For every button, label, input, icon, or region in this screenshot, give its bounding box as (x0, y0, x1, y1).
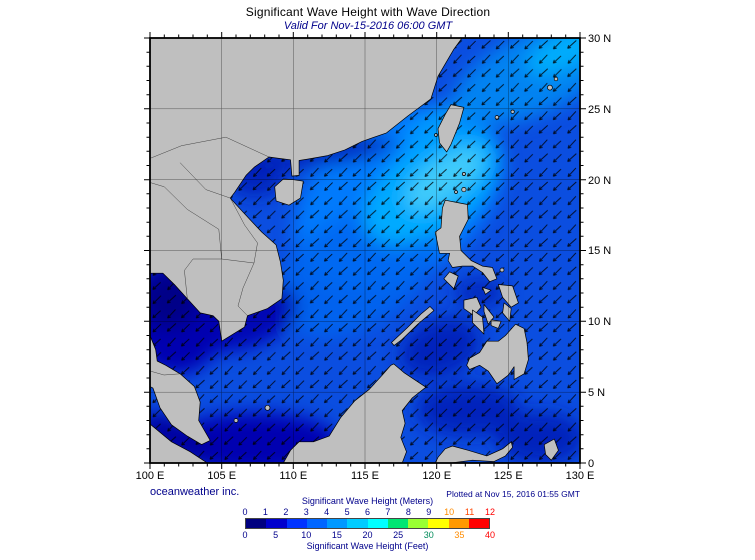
lon-label-120e: 120 E (422, 470, 452, 482)
country-borders (150, 136, 270, 376)
colorbar-legend: Significant Wave Height (Meters) 0 1 2 3… (242, 496, 495, 552)
colorbar-cell (408, 519, 429, 528)
meters-tick: 12 (484, 507, 496, 517)
land-malay-peninsula (150, 335, 211, 445)
feet-tick: 20 (362, 530, 373, 540)
colorbar-cell (266, 519, 287, 528)
legend-title-feet: Significant Wave Height (Feet) (306, 541, 429, 551)
feet-tick: 35 (454, 530, 465, 540)
island-mindanao (466, 323, 529, 385)
lat-label-5n: 5 N (588, 387, 606, 399)
lat-label-30n: 30 N (588, 33, 612, 45)
meters-tick: 1 (262, 507, 268, 517)
map-frame (149, 37, 581, 464)
island-negros (472, 309, 485, 335)
island-halmahera (543, 438, 559, 461)
feet-tick: 10 (301, 530, 312, 540)
island-taiwan (437, 104, 465, 153)
colorbar-cell (367, 519, 388, 528)
meters-tick: 3 (303, 507, 309, 517)
colorbar-cell (246, 519, 267, 528)
island-luzon (434, 199, 498, 283)
meters-tick: 7 (385, 507, 391, 517)
grid-lines (150, 38, 580, 463)
plotted-timestamp: Plotted at Nov 15, 2016 01:55 GMT (446, 489, 580, 499)
meters-tick-row: 0 1 2 3 4 5 6 7 8 9 10 11 12 (242, 507, 495, 518)
feet-tick: 0 (242, 530, 248, 540)
meters-tick: 10 (444, 507, 455, 517)
degree-ticks (144, 32, 586, 469)
page-title: Significant Wave Height with Wave Direct… (245, 5, 491, 19)
island-panay (463, 296, 482, 317)
colorbar (245, 518, 490, 529)
colorbar-cell (428, 519, 449, 528)
credit-text: oceanweather inc. (150, 486, 240, 498)
meters-tick: 0 (242, 507, 248, 517)
meters-tick: 11 (464, 507, 475, 517)
lon-label-130e: 130 E (565, 470, 595, 482)
feet-tick: 25 (393, 530, 404, 540)
lat-label-25n: 25 N (588, 104, 612, 116)
island-borneo (282, 363, 427, 463)
lon-label-115e: 115 E (351, 470, 379, 482)
lat-label-15n: 15 N (588, 245, 612, 257)
feet-tick: 5 (273, 530, 279, 540)
feet-tick: 40 (484, 530, 496, 540)
lon-label-100e: 100 E (135, 470, 165, 482)
small-islands (233, 76, 559, 423)
island-bohol (490, 319, 502, 329)
meters-tick: 8 (405, 507, 411, 517)
island-mindoro (443, 271, 459, 290)
colorbar-cell (327, 519, 348, 528)
wave-map (144, 32, 586, 469)
lat-label-10n: 10 N (588, 316, 612, 328)
land-china-indochina (150, 38, 463, 342)
lon-label-110e: 110 E (279, 470, 308, 482)
meters-tick: 2 (283, 507, 289, 517)
colorbar-cell (468, 519, 489, 528)
meters-tick: 5 (344, 507, 350, 517)
colorbar-cell (286, 519, 307, 528)
land-masses (150, 38, 559, 463)
colorbar-cell (347, 519, 368, 528)
island-hainan (274, 178, 304, 206)
lon-label-125e: 125 E (493, 470, 523, 482)
legend-title-meters: Significant Wave Height (Meters) (301, 496, 434, 506)
colorbar-cell (306, 519, 327, 528)
lon-label-105e: 105 E (207, 470, 237, 482)
colorbar-cell (387, 519, 408, 528)
feet-tick: 15 (331, 530, 342, 540)
meters-tick: 9 (426, 507, 432, 517)
island-masbate (482, 287, 492, 295)
feet-tick-row: 0 5 10 15 20 25 30 35 40 (242, 530, 495, 541)
land-sumatra (150, 423, 208, 463)
colorbar-cell (448, 519, 469, 528)
lat-label-0: 0 (588, 458, 595, 470)
meters-tick: 6 (364, 507, 371, 517)
meters-tick: 4 (324, 507, 330, 517)
lat-label-20n: 20 N (588, 175, 612, 187)
island-cebu (483, 304, 495, 325)
feet-tick: 30 (423, 530, 434, 540)
island-palawan (391, 306, 435, 346)
valid-time-subtitle: Valid For Nov-15-2016 06:00 GMT (283, 20, 453, 32)
